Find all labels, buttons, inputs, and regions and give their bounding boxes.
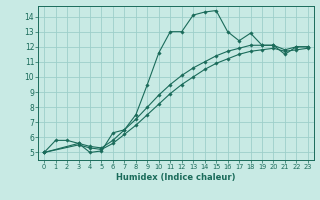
X-axis label: Humidex (Indice chaleur): Humidex (Indice chaleur) [116, 173, 236, 182]
